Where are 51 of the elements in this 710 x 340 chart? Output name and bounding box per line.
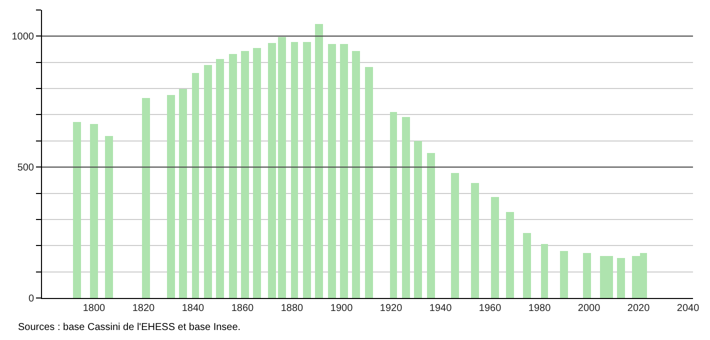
source-note: Sources : base Cassini de l'EHESS et base Insee. xyxy=(18,322,241,333)
bar xyxy=(414,141,422,298)
bar xyxy=(427,153,435,298)
x-tick-label: 1880 xyxy=(280,303,304,314)
bar xyxy=(204,65,212,298)
bar xyxy=(617,258,625,298)
bar xyxy=(291,42,298,298)
bar xyxy=(142,98,150,298)
bar xyxy=(179,89,187,298)
y-tick-label: 0 xyxy=(28,294,34,304)
x-tick-label: 2000 xyxy=(578,303,601,314)
bar xyxy=(241,51,249,298)
bar xyxy=(541,244,548,298)
bar xyxy=(303,42,311,298)
bar xyxy=(523,233,531,298)
bar xyxy=(167,95,175,298)
x-tick-label: 1960 xyxy=(478,303,502,314)
bar xyxy=(402,117,410,298)
bar xyxy=(268,43,276,298)
x-tick-label: 1900 xyxy=(330,303,354,314)
x-tick-label: 1920 xyxy=(380,303,403,314)
bar xyxy=(90,124,98,298)
bar xyxy=(229,54,237,298)
x-tick-label: 1840 xyxy=(182,303,205,314)
bar xyxy=(315,24,323,298)
x-tick-label: 1980 xyxy=(528,303,552,314)
bar xyxy=(352,51,360,298)
bar xyxy=(491,197,499,298)
x-tick-label: 1940 xyxy=(429,303,452,314)
bar xyxy=(560,251,568,298)
bar xyxy=(506,212,514,298)
x-tick-label: 2040 xyxy=(676,303,700,314)
bar xyxy=(340,44,348,298)
bar xyxy=(278,37,286,298)
y-tick-label: 1000 xyxy=(12,32,34,43)
bar xyxy=(105,136,113,298)
x-tick-label: 1860 xyxy=(231,303,254,314)
x-tick-label: 1800 xyxy=(82,303,106,314)
bar xyxy=(451,173,459,298)
bar xyxy=(73,122,81,298)
bar xyxy=(216,59,224,298)
bar xyxy=(192,73,199,298)
y-tick-label: 500 xyxy=(17,162,34,174)
bar xyxy=(365,67,373,298)
bar xyxy=(471,183,479,298)
bar xyxy=(328,44,336,298)
bar xyxy=(390,112,397,298)
x-tick-label: 2020 xyxy=(627,303,650,314)
x-tick-label: 1820 xyxy=(132,303,156,314)
bar xyxy=(583,253,591,298)
bar xyxy=(253,48,261,298)
